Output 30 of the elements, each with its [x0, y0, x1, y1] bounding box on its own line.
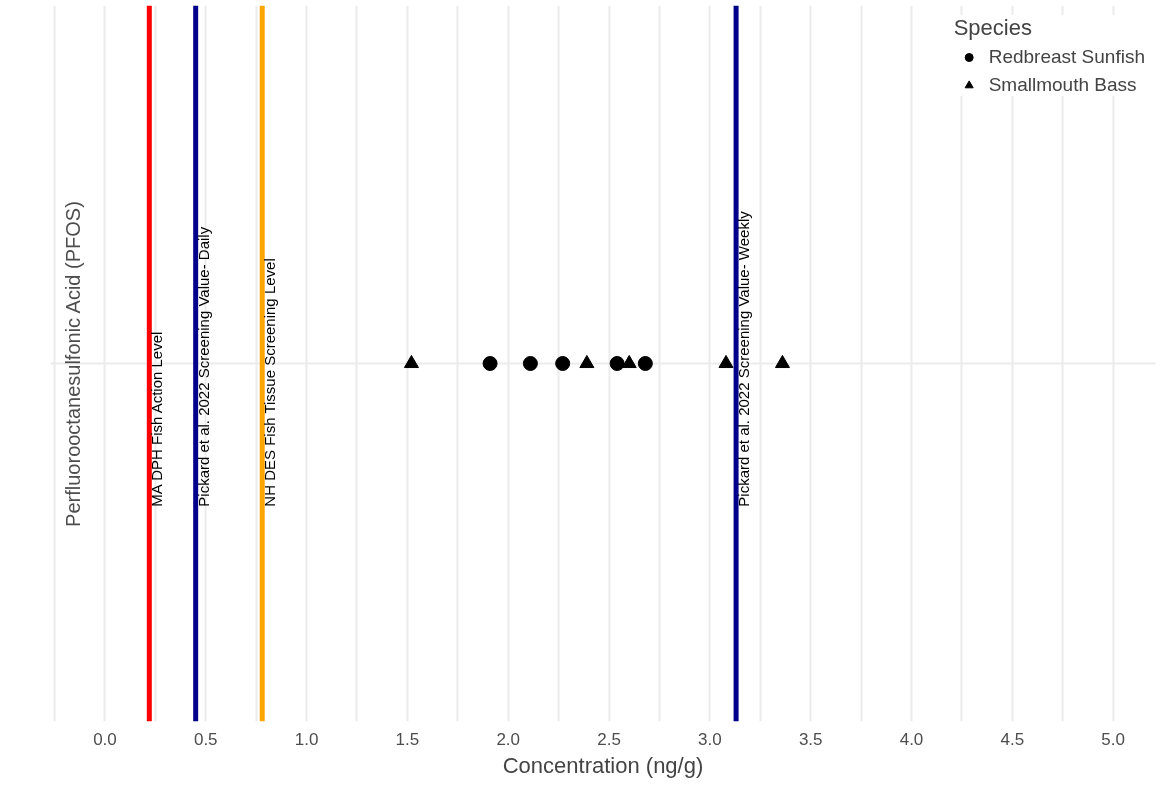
x-axis-title: Concentration (ng/g)	[502, 752, 704, 778]
ref-line-label: Pickard et al. 2022 Screening Value- Weekly	[735, 210, 753, 507]
x-tick-label: 1.5	[395, 729, 420, 749]
x-tick-label: 4.0	[899, 729, 924, 749]
point	[621, 354, 637, 369]
y-tick-label: Perfluorooctanesulfonic Acid (PFOS)	[61, 201, 84, 527]
ref-line-label: NH DES Fish Tissue Screening Level	[261, 258, 279, 507]
legend-label: Redbreast Sunfish	[988, 46, 1145, 68]
point	[774, 354, 790, 369]
point	[718, 354, 734, 369]
point	[609, 356, 625, 371]
x-tick-label: 1.0	[294, 729, 319, 749]
point	[522, 356, 538, 371]
x-tick-label: 4.5	[1000, 729, 1025, 749]
point	[482, 356, 498, 371]
point	[555, 356, 571, 371]
legend-label: Smallmouth Bass	[988, 74, 1137, 96]
ref-line-label: MA DPH Fish Action Level	[148, 331, 166, 507]
ref-line-label: Pickard et al. 2022 Screening Value- Daily	[194, 226, 212, 507]
x-tick-label: 2.5	[597, 729, 621, 749]
legend-title: Species	[953, 15, 1033, 41]
x-tick-label: 0.0	[93, 729, 117, 749]
x-tick-label: 3.5	[798, 729, 823, 749]
x-tick-label: 5.0	[1101, 729, 1125, 749]
point	[579, 354, 595, 369]
x-tick-label: 0.5	[193, 729, 218, 749]
x-tick-label: 2.0	[496, 729, 521, 749]
point	[637, 356, 653, 371]
x-tick-label: 3.0	[698, 729, 722, 749]
point	[403, 354, 419, 369]
